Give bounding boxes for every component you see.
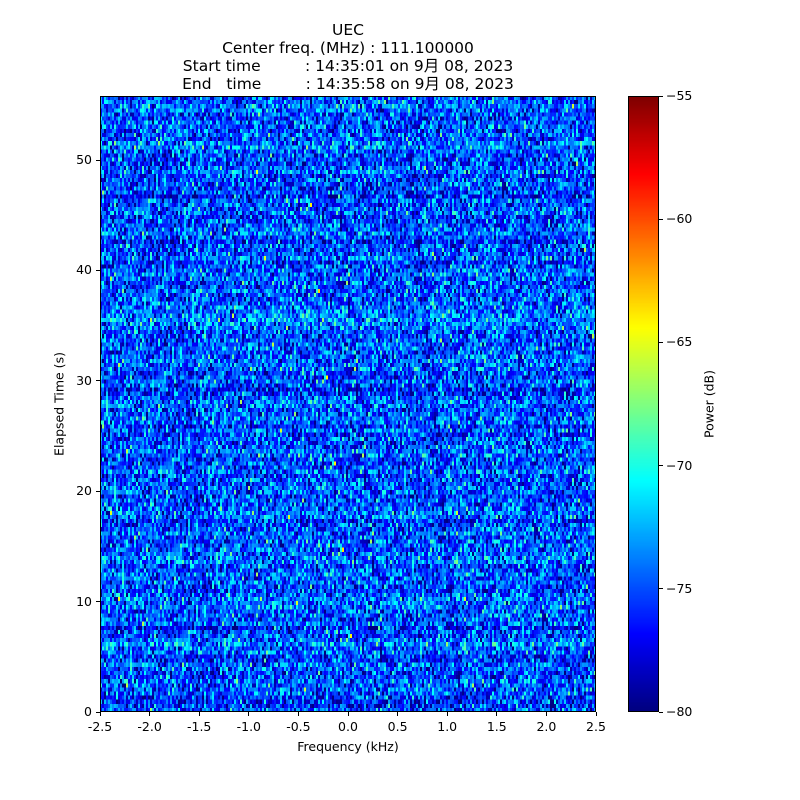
x-tick-label: 0.0 <box>338 719 358 734</box>
chart-title-line-4: End time : 14:35:58 on 9月 08, 2023 <box>182 75 514 93</box>
x-tick-mark <box>397 712 399 716</box>
x-tick-mark <box>198 712 200 716</box>
colorbar-tick-label: −60 <box>666 211 693 227</box>
y-tick-mark <box>96 159 100 161</box>
colorbar-tick-label: −75 <box>666 580 693 596</box>
x-tick-label: -0.5 <box>286 719 311 734</box>
colorbar-tick-label: −65 <box>666 334 693 350</box>
x-tick-label: -1.0 <box>236 719 261 734</box>
x-tick-mark <box>347 712 349 716</box>
x-tick-mark <box>496 712 498 716</box>
chart-title-line-2: Center freq. (MHz) : 111.100000 <box>222 39 474 57</box>
chart-title-line-3: Start time : 14:35:01 on 9月 08, 2023 <box>182 57 514 75</box>
y-tick-label: 50 <box>76 152 92 168</box>
x-tick-label: -1.5 <box>186 719 212 734</box>
colorbar-tick-mark <box>659 95 663 97</box>
x-tick-label: -2.0 <box>137 719 162 734</box>
spectrogram-heatmap <box>100 96 596 712</box>
y-tick-label: 40 <box>76 262 92 278</box>
y-axis-label: Elapsed Time (s) <box>51 352 67 456</box>
colorbar-frame <box>628 96 659 712</box>
y-tick-label: 10 <box>76 593 92 609</box>
colorbar-tick-mark <box>659 341 663 343</box>
colorbar-tick-mark <box>659 588 663 590</box>
x-tick-mark <box>149 712 151 716</box>
plot-frame <box>100 96 596 712</box>
x-tick-mark <box>248 712 250 716</box>
y-tick-mark <box>96 269 100 271</box>
colorbar-tick-mark <box>659 218 663 220</box>
y-tick-mark <box>96 601 100 603</box>
x-tick-mark <box>545 712 547 716</box>
x-tick-mark <box>595 712 597 716</box>
y-tick-mark <box>96 711 100 713</box>
colorbar-label: Power (dB) <box>701 369 717 439</box>
colorbar-tick-mark <box>659 465 663 467</box>
colorbar-tick-mark <box>659 711 663 713</box>
colorbar-gradient <box>628 96 659 712</box>
y-tick-mark <box>96 380 100 382</box>
x-tick-label: 1.0 <box>437 719 458 734</box>
x-tick-mark <box>297 712 299 716</box>
x-axis-label: Frequency (kHz) <box>297 739 399 754</box>
colorbar-tick-label: −80 <box>666 704 693 719</box>
y-tick-label: 20 <box>76 483 92 499</box>
colorbar-tick-label: −70 <box>666 457 693 473</box>
x-tick-mark <box>446 712 448 716</box>
x-tick-label: 2.5 <box>586 719 606 734</box>
x-tick-label: 1.5 <box>486 719 507 734</box>
x-tick-mark <box>99 712 101 716</box>
y-tick-label: 0 <box>84 704 92 719</box>
x-tick-label: 0.5 <box>387 719 408 734</box>
x-tick-label: 2.0 <box>536 719 557 734</box>
chart-title-line-1: UEC <box>332 21 364 39</box>
y-tick-label: 30 <box>76 372 92 388</box>
x-tick-label: -2.5 <box>87 719 113 734</box>
y-tick-mark <box>96 490 100 492</box>
colorbar-tick-label: −55 <box>666 88 693 103</box>
